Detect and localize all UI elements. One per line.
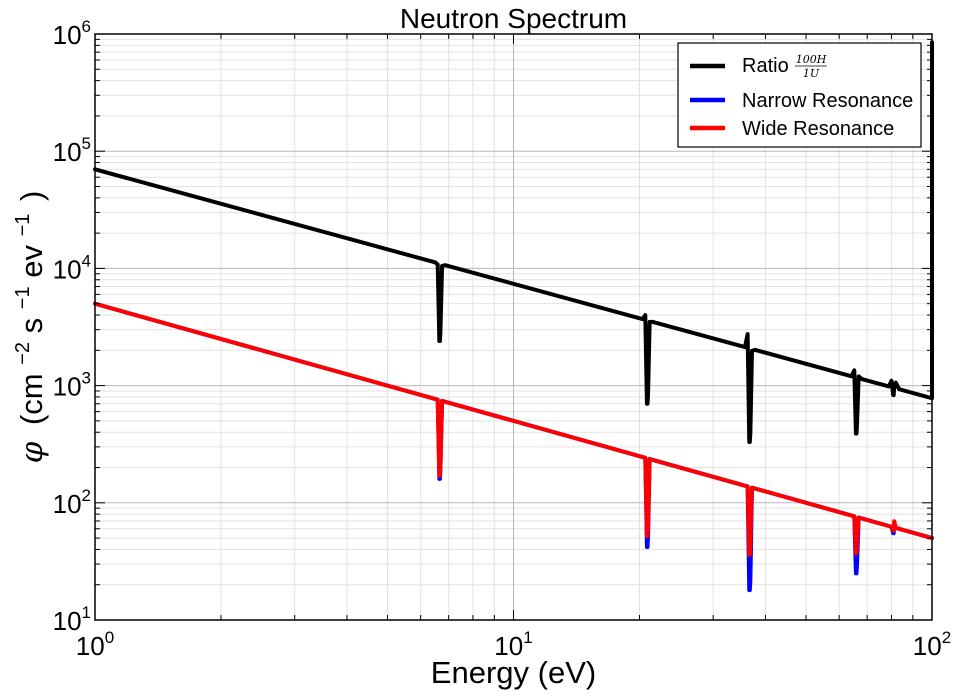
x-tick-base: 10: [76, 631, 105, 661]
x-tick-label: 100: [76, 628, 114, 661]
y-tick-base: 10: [53, 606, 82, 636]
y-tick-base: 10: [53, 20, 82, 50]
y-axis-mid: s: [14, 318, 49, 334]
y-tick-exponent: 6: [82, 17, 91, 36]
y-tick-exponent: 1: [82, 603, 91, 622]
legend: Ratio 100H 1U Narrow Resonance Wide Reso…: [677, 42, 922, 148]
y-axis-open: (cm: [14, 373, 49, 425]
y-tick-label: 103: [53, 369, 91, 402]
y-axis-sup1: −2: [12, 342, 34, 365]
y-tick-base: 10: [53, 372, 82, 402]
series-line-wide-resonance: [93, 301, 934, 557]
legend-fraction-den: 1U: [803, 67, 820, 80]
x-tick-label: 102: [913, 628, 951, 661]
y-tick-label: 106: [53, 17, 91, 50]
legend-fraction-num: 100H: [796, 53, 827, 66]
y-axis-sup3: −1: [12, 214, 34, 237]
x-tick-exponent: 2: [942, 628, 951, 647]
y-tick-exponent: 3: [82, 369, 91, 388]
x-tick-base: 10: [494, 631, 523, 661]
y-tick-base: 10: [53, 254, 82, 284]
y-axis-unit: ev: [14, 245, 49, 278]
legend-label-narrow: Narrow Resonance: [742, 90, 913, 112]
chart-title: Neutron Spectrum: [400, 3, 627, 34]
y-tick-label: 101: [53, 603, 91, 636]
x-tick-exponent: 0: [105, 628, 114, 647]
y-tick-label: 105: [53, 134, 91, 167]
y-tick-exponent: 4: [82, 251, 91, 270]
legend-label-wide: Wide Resonance: [742, 118, 894, 140]
x-axis-label: Energy (eV): [431, 655, 596, 690]
series-layer: [93, 40, 934, 593]
y-tick-label: 102: [53, 486, 91, 519]
legend-label-ratio: Ratio: [742, 55, 789, 77]
y-tick-label: 104: [53, 251, 91, 284]
y-axis-sup2: −1: [12, 286, 34, 309]
y-tick-base: 10: [53, 489, 82, 519]
y-axis-label: φ (cm −2 s −1 ev −1 ): [1, 191, 50, 464]
x-tick-label: 101: [494, 628, 532, 661]
y-axis-phi: φ: [14, 441, 50, 463]
tick-marks: [94, 34, 932, 621]
y-tick-base: 10: [53, 137, 82, 167]
y-tick-exponent: 5: [82, 134, 91, 153]
x-tick-exponent: 1: [523, 628, 532, 647]
y-tick-exponent: 2: [82, 486, 91, 505]
series-line-ratio: [93, 40, 934, 445]
x-tick-labels: 100 101 102: [76, 628, 951, 661]
x-tick-base: 10: [913, 631, 942, 661]
y-axis-close: ): [14, 191, 49, 201]
